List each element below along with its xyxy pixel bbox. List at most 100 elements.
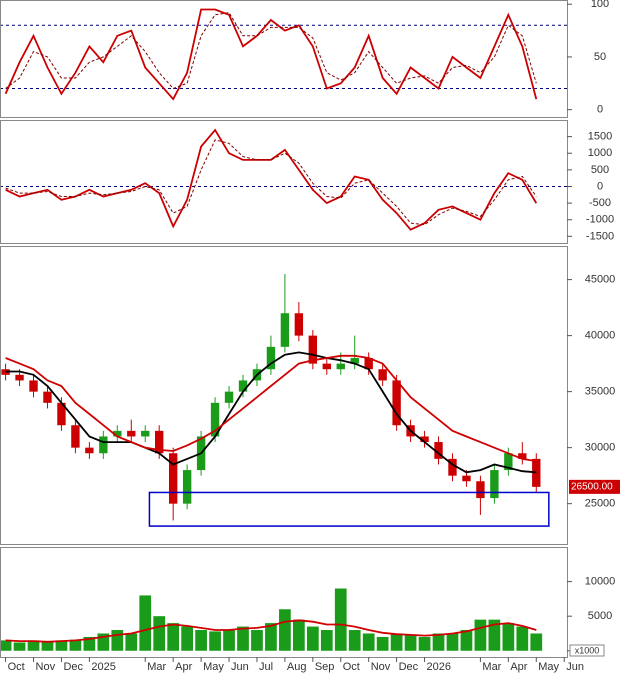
- y-tick-label: 10000: [585, 575, 616, 587]
- candle-body: [224, 391, 234, 403]
- volume-bar: [432, 633, 445, 651]
- candle-body: [113, 430, 122, 437]
- volume-bar: [111, 630, 124, 651]
- x-tick-label: Oct: [8, 661, 25, 673]
- y-tick-label: 500: [591, 164, 609, 176]
- unit-box: [569, 644, 605, 657]
- y-tick-label: 5000: [588, 610, 612, 622]
- candle-body: [155, 430, 164, 454]
- candle-body: [378, 369, 387, 381]
- volume-bar: [27, 640, 40, 651]
- volume-bar: [0, 640, 12, 651]
- candle-body: [71, 425, 80, 448]
- volume-bar: [446, 633, 459, 651]
- panel: [0, 128, 567, 231]
- volume-bar: [97, 633, 110, 651]
- volume-bar: [209, 631, 221, 651]
- candle-body: [99, 436, 108, 454]
- candle-body: [350, 358, 359, 364]
- candle-body: [392, 380, 401, 426]
- candle-body: [434, 442, 443, 459]
- candle-body: [168, 453, 178, 504]
- indicator-line: [4, 8, 538, 101]
- candle-body: [266, 346, 276, 370]
- candle-body: [308, 335, 318, 364]
- candle-body: [29, 380, 38, 392]
- y-tick-label: 30000: [585, 442, 616, 454]
- volume-bar: [376, 636, 389, 651]
- candle-body: [518, 453, 527, 459]
- y-tick-label: 1500: [588, 131, 612, 143]
- candle-body: [1, 369, 10, 375]
- volume-bar: [460, 630, 473, 651]
- candle-body: [532, 458, 541, 487]
- x-tick-label: Nov: [371, 661, 391, 673]
- candle-body: [127, 430, 136, 437]
- last-price-label: 26500.00: [571, 482, 613, 493]
- indicator-line: [5, 139, 537, 226]
- candle-body: [280, 313, 290, 347]
- volume-bar: [334, 588, 347, 651]
- x-tick-label: 2026: [427, 661, 451, 673]
- y-tick-label: -1000: [586, 214, 614, 226]
- highlight-box: [148, 491, 550, 527]
- candle-body: [15, 374, 24, 381]
- volume-bar: [223, 630, 235, 651]
- x-tick-label: 2025: [91, 661, 115, 673]
- y-tick-label: 45000: [585, 274, 616, 286]
- last-price-box: [569, 479, 620, 494]
- candle-body: [85, 447, 94, 454]
- volume-bar: [41, 641, 54, 651]
- candle-body: [238, 380, 248, 392]
- volume-bar: [530, 633, 543, 651]
- volume-bar: [474, 619, 487, 651]
- y-tick-label: 1000: [588, 147, 612, 159]
- volume-bar: [69, 639, 82, 651]
- volume-bar: [292, 619, 305, 651]
- x-tick-label: Nov: [36, 661, 56, 673]
- volume-bar: [488, 619, 501, 651]
- panel-frame: [0, 120, 568, 244]
- y-tick-label: 40000: [585, 330, 616, 342]
- volume-bar: [362, 633, 375, 651]
- x-tick-label: Apr: [510, 661, 527, 673]
- indicator-line: [5, 12, 537, 90]
- y-tick-label: 25000: [585, 498, 616, 510]
- panel-frame: [0, 246, 568, 545]
- x-tick-label: May: [203, 661, 224, 673]
- candle-body: [182, 470, 192, 504]
- volume-bar: [167, 623, 180, 651]
- volume-bar: [13, 642, 26, 651]
- panel: [1, 274, 550, 527]
- volume-bar: [306, 626, 319, 651]
- volume-bar: [279, 609, 291, 651]
- volume-bar: [348, 630, 361, 651]
- y-tick-label: -500: [589, 197, 611, 209]
- y-tick-label: -1500: [586, 230, 614, 242]
- x-tick-label: Mar: [147, 661, 166, 673]
- x-tick-label: Apr: [175, 661, 192, 673]
- moving-average: [5, 354, 537, 462]
- candle-body: [322, 363, 331, 370]
- panel-frame: [0, 0, 568, 118]
- candle-body: [141, 430, 150, 437]
- candle-body: [336, 363, 345, 370]
- candle-body: [294, 313, 304, 336]
- y-tick-label: 50: [594, 51, 606, 63]
- moving-average: [5, 351, 537, 474]
- candle-body: [476, 481, 485, 499]
- candle-body: [43, 391, 52, 403]
- y-tick-label: 0: [597, 180, 603, 192]
- panel-frame: [0, 547, 568, 658]
- x-tick-label: Jun: [566, 661, 584, 673]
- candle-body: [490, 470, 499, 499]
- volume-bar: [237, 626, 249, 651]
- candle-body: [420, 436, 429, 443]
- volume-bar: [418, 636, 431, 651]
- x-tick-label: Oct: [343, 661, 360, 673]
- volume-bar: [516, 626, 529, 651]
- x-tick-label: Sep: [315, 661, 335, 673]
- x-tick-label: Aug: [287, 661, 307, 673]
- volume-bar: [181, 626, 194, 651]
